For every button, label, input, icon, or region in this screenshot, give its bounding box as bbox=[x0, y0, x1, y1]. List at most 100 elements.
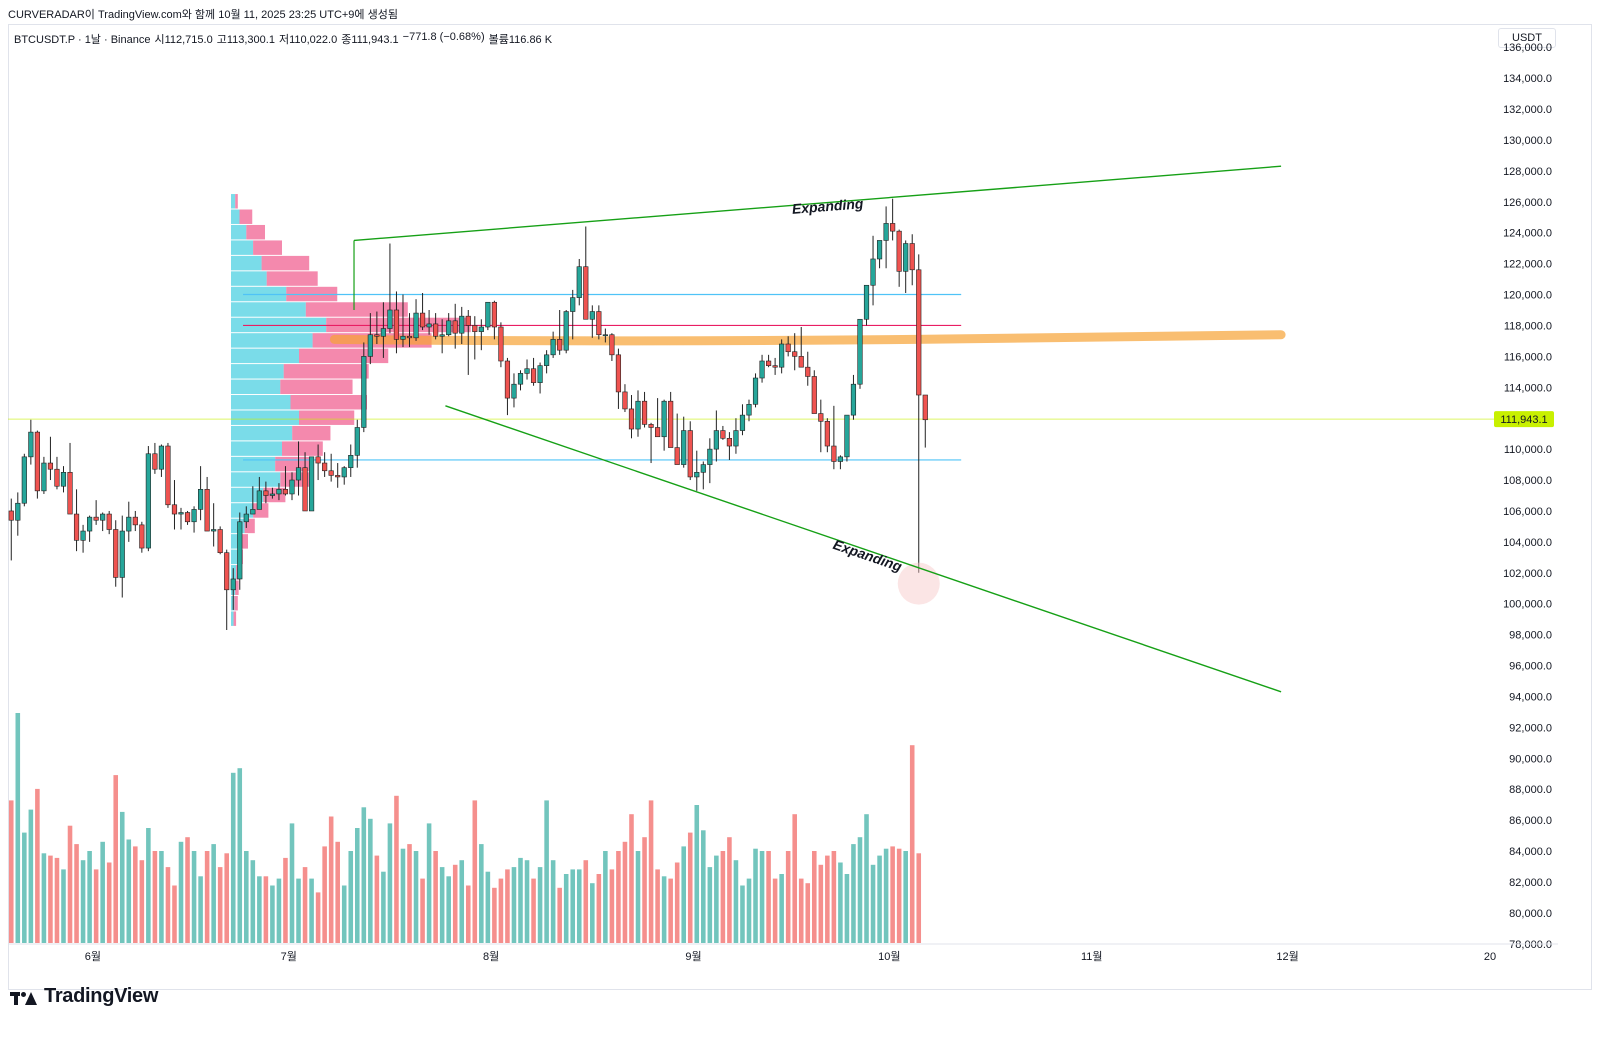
volume-bar bbox=[165, 867, 171, 943]
volume-bar bbox=[15, 713, 21, 943]
volume-bar bbox=[524, 860, 530, 943]
candle-body bbox=[491, 301, 497, 328]
candle-body bbox=[909, 243, 915, 271]
candle-body bbox=[544, 354, 550, 366]
volume-bar bbox=[283, 857, 288, 943]
volume-bar bbox=[139, 860, 145, 943]
candle-body bbox=[282, 489, 289, 495]
volume-bar bbox=[159, 851, 164, 943]
candle-body bbox=[890, 223, 896, 232]
y-tick-label: 88,000.0 bbox=[1509, 784, 1552, 796]
volume-bar bbox=[172, 885, 177, 943]
volume-bar bbox=[642, 837, 647, 943]
volume-bar bbox=[818, 864, 824, 943]
volume-bar bbox=[857, 837, 863, 943]
vp-down-bar bbox=[266, 271, 318, 286]
vp-down-bar bbox=[235, 194, 238, 209]
candle-body bbox=[178, 512, 184, 515]
volume-bar bbox=[531, 878, 536, 943]
volume-bar bbox=[479, 844, 484, 943]
volume-bar bbox=[439, 867, 445, 943]
candle-body bbox=[224, 552, 230, 591]
volume-bar bbox=[596, 874, 602, 943]
volume-bar bbox=[93, 869, 99, 943]
volume-bar bbox=[563, 874, 569, 943]
volume-bar bbox=[113, 775, 119, 943]
y-tick-label: 130,000.0 bbox=[1503, 135, 1552, 147]
candle-body bbox=[387, 309, 393, 329]
volume-bar bbox=[492, 887, 497, 943]
volume-bar bbox=[518, 857, 523, 943]
trendlines[interactable]: Expanding Expanding bbox=[353, 165, 1282, 693]
candle-body bbox=[380, 328, 386, 337]
candle-body bbox=[511, 383, 517, 399]
y-tick-label: 100,000.0 bbox=[1503, 599, 1552, 611]
vp-down-bar bbox=[253, 240, 282, 255]
volume-bar bbox=[237, 768, 243, 943]
y-tick-label: 124,000.0 bbox=[1503, 228, 1552, 240]
candle-body bbox=[570, 297, 576, 312]
vp-down-bar bbox=[290, 395, 367, 410]
vp-up-bar bbox=[231, 240, 254, 255]
candle-body bbox=[250, 509, 256, 515]
y-tick-label: 96,000.0 bbox=[1509, 661, 1552, 673]
volume-bar bbox=[67, 825, 73, 943]
volume-bar bbox=[498, 878, 504, 943]
candle-body bbox=[628, 408, 635, 430]
candle-body bbox=[139, 524, 145, 549]
candle-body bbox=[348, 455, 354, 468]
candle-body bbox=[779, 343, 785, 368]
y-tick-label: 108,000.0 bbox=[1503, 475, 1552, 487]
currency-selector-button[interactable]: USDT bbox=[1498, 28, 1556, 48]
vp-up-bar bbox=[231, 503, 254, 518]
volume-bar bbox=[583, 860, 589, 943]
candle-body bbox=[211, 529, 217, 532]
candle-body bbox=[152, 453, 158, 470]
candle-body bbox=[472, 325, 478, 332]
volume-bar bbox=[603, 851, 608, 943]
candle-body bbox=[433, 323, 439, 337]
poc-band bbox=[329, 330, 1286, 346]
volume-bar bbox=[609, 869, 615, 943]
candle-body bbox=[792, 351, 798, 357]
volume-bar bbox=[276, 878, 282, 943]
vp-up-bar bbox=[231, 410, 299, 425]
volume-bar bbox=[35, 788, 40, 943]
candle-body bbox=[119, 530, 125, 578]
candle-body bbox=[700, 464, 706, 473]
symbol-ohlc-legend: BTCUSDT.P · 1날 · Binance 시112,715.0 고113… bbox=[14, 31, 552, 47]
candle-body bbox=[419, 312, 426, 328]
volume-bar bbox=[204, 851, 210, 943]
candle-body bbox=[550, 339, 556, 356]
candle-body bbox=[263, 490, 269, 496]
volume-bar bbox=[152, 851, 158, 943]
volume-bar bbox=[8, 800, 14, 943]
volume-bar bbox=[779, 874, 784, 943]
volume-bar bbox=[74, 844, 79, 943]
candle-body bbox=[746, 403, 752, 416]
x-tick-label: 6월 bbox=[85, 950, 101, 963]
candle-body bbox=[276, 489, 282, 495]
vp-up-bar bbox=[231, 534, 242, 549]
candle-body bbox=[452, 320, 458, 334]
volume-bar bbox=[289, 823, 295, 943]
symbol-name[interactable]: BTCUSDT.P · 1날 · Binance bbox=[14, 34, 151, 46]
vp-down-bar bbox=[261, 255, 310, 271]
volume-bar bbox=[452, 864, 458, 943]
y-tick-label: 106,000.0 bbox=[1503, 506, 1552, 518]
candle-body bbox=[785, 343, 791, 353]
volume-bar bbox=[701, 830, 706, 943]
volume-bar bbox=[550, 860, 556, 943]
candle-body bbox=[289, 479, 295, 495]
candle-body bbox=[413, 312, 419, 339]
candle-body bbox=[655, 427, 661, 438]
volume-bar bbox=[877, 855, 882, 943]
volume-bar bbox=[41, 853, 47, 943]
candle-body bbox=[530, 368, 537, 383]
candle-body bbox=[883, 223, 889, 241]
volume-bar bbox=[661, 876, 667, 943]
tradingview-logo[interactable]: TradingView bbox=[10, 985, 158, 1008]
candle-body bbox=[485, 301, 491, 328]
volume-bar bbox=[133, 846, 138, 943]
